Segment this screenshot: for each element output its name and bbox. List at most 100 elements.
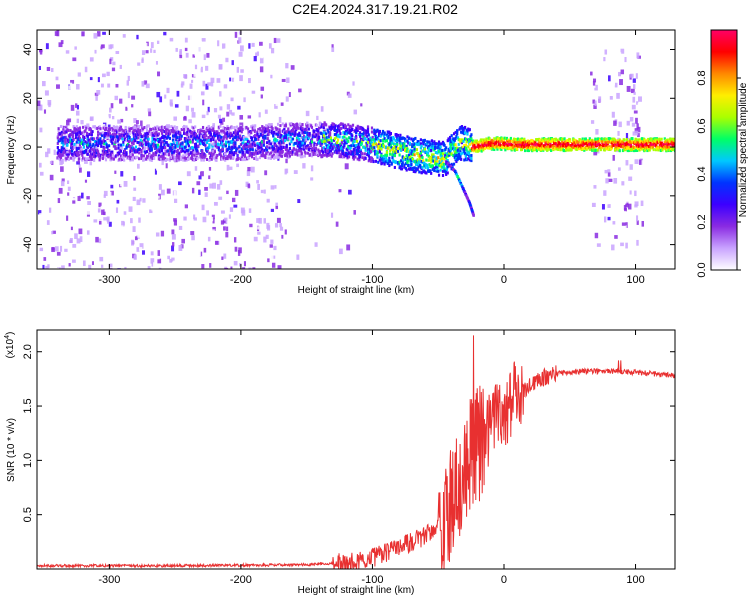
heatmap-ridge-cell [389,159,392,163]
heatmap-noise-cell [141,59,144,63]
heatmap-noise-cell [630,185,634,189]
heatmap-ridge-cell [291,132,295,136]
heatmap-ridge-cell [252,128,255,132]
heatmap-noise-cell [112,61,116,66]
heatmap-ridge-cell [127,156,130,160]
heatmap-ridge-cell [202,134,205,138]
heatmap-noise-cell [172,242,175,247]
heatmap-ridge-cell [288,154,291,158]
heatmap-ridge-cell [191,138,194,142]
heatmap-noise-cell [197,59,201,64]
heatmap-ridge-cell [146,155,149,159]
heatmap-noise-cell [213,201,218,206]
heatmap-ridge-cell [483,146,486,150]
heatmap-ridge-cell [429,169,432,173]
heatmap-ridge-cell [436,168,439,172]
heatmap-ridge-cell [223,130,226,134]
heatmap-ridge-cell [156,148,159,152]
heatmap-ridge-cell [148,130,151,134]
heatmap-noise-cell [103,211,106,216]
heatmap-noise-cell [187,95,192,101]
heatmap-ridge-cell [401,136,404,140]
heatmap-noise-cell [597,182,600,188]
heatmap-ridge-cell [439,145,442,149]
heatmap-ridge-cell [288,150,291,154]
heatmap-ridge-cell [444,147,447,151]
heatmap-noise-cell [209,216,214,222]
heatmap-ridge-cell [262,143,265,147]
heatmap-noise-cell [204,186,208,191]
heatmap-ridge-cell [295,126,298,130]
heatmap-ridge-cell [153,132,157,136]
heatmap-noise-cell [171,229,175,235]
heatmap-ridge-cell [66,153,69,157]
heatmap-noise-cell [630,168,635,174]
heatmap-ridge-cell [392,137,396,141]
heatmap-ridge-cell [187,153,190,157]
heatmap-ridge-cell [621,140,625,144]
heatmap-ridge-cell [224,144,228,148]
heatmap-ridge-cell [212,127,215,131]
heatmap-noise-cell [236,163,240,168]
heatmap-noise-cell [109,57,114,61]
heatmap-ridge-cell [199,141,202,145]
heatmap-ridge-cell [275,150,278,154]
heatmap-ridge-cell [108,149,111,153]
heatmap-noise-cell [226,190,229,195]
heatmap-ridge-cell [618,149,621,153]
heatmap-ridge-cell [161,127,164,131]
heatmap-ridge-cell [75,149,78,153]
heatmap-noise-cell [634,159,639,164]
heatmap-noise-cell [201,38,206,42]
heatmap-noise-cell [74,143,78,147]
heatmap-noise-cell [45,265,49,269]
heatmap-ridge-cell [372,160,375,164]
heatmap-noise-cell [352,81,355,86]
heatmap-noise-cell [242,267,246,269]
heatmap-ridge-cell [57,128,60,132]
heatmap-ridge-cell [201,125,205,129]
heatmap-ridge-cell [117,146,120,150]
heatmap-ridge-cell [141,154,144,158]
heatmap-noise-cell [76,84,80,90]
heatmap-noise-cell [69,82,73,87]
heatmap-ridge-cell [57,139,60,143]
heatmap-ridge-cell [84,124,87,128]
heatmap-ridge-cell [436,151,439,155]
heatmap-ridge-cell [282,138,285,142]
heatmap-ridge-cell [358,146,361,150]
heatmap-noise-cell [285,63,289,69]
heatmap-ridge-cell [498,142,501,146]
heatmap-ridge-cell [154,138,157,142]
heatmap-ridge-cell [305,128,308,132]
heatmap-noise-cell [121,113,125,117]
heatmap-noise-cell [37,210,42,215]
heatmap-ridge-cell [313,130,316,134]
heatmap-ridge-cell [276,152,279,156]
heatmap-noise-cell [137,163,140,169]
heatmap-noise-cell [70,104,75,111]
heatmap-noise-cell [254,32,259,39]
heatmap-noise-cell [625,203,629,208]
heatmap-noise-cell [625,160,629,166]
heatmap-noise-cell [94,49,97,54]
heatmap-ridge-cell [335,135,338,139]
heatmap-ridge-cell [456,146,459,150]
heatmap-ridge-cell [104,141,108,145]
heatmap-ridge-cell [428,146,431,150]
heatmap-ridge-cell [176,144,179,148]
heatmap-ridge-cell [86,152,89,156]
heatmap-ridge-cell [595,142,599,146]
heatmap-noise-cell [178,181,182,186]
heatmap-noise-cell [270,230,274,235]
heatmap-ridge-cell [359,155,362,159]
heatmap-ridge-cell [461,145,464,149]
heatmap-noise-cell [287,40,292,46]
heatmap-noise-cell [128,206,133,212]
heatmap-ridge-cell [149,158,152,162]
heatmap-noise-cell [127,75,130,81]
heatmap-ridge-cell [366,130,370,134]
heatmap-ridge-cell [247,130,250,134]
heatmap-ridge-cell [460,152,463,156]
heatmap-ridge-cell [388,130,391,134]
